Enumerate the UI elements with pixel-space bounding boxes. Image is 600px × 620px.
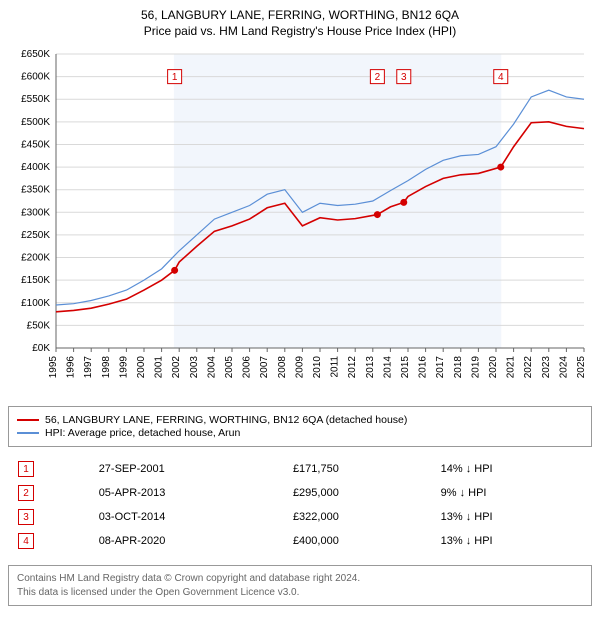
legend-label: 56, LANGBURY LANE, FERRING, WORTHING, BN… [45, 414, 407, 426]
svg-text:£550K: £550K [21, 94, 50, 105]
plot-area: £0K £50K £100K £150K £200K £250K £300K £350K £40… [8, 46, 592, 396]
sale-point-4 [497, 164, 504, 171]
sale-marker-number-2: 2 [375, 72, 381, 83]
sale-marker-cell: 4 [8, 529, 89, 553]
svg-text:£350K: £350K [21, 185, 50, 196]
svg-text:2009: 2009 [294, 356, 305, 379]
sale-marker-badge: 2 [18, 485, 34, 501]
svg-text:2010: 2010 [312, 356, 323, 379]
svg-text:2023: 2023 [541, 356, 552, 379]
svg-text:£500K: £500K [21, 117, 50, 128]
svg-text:2018: 2018 [453, 356, 464, 379]
table-row: 2 05-APR-2013£295,0009% ↓ HPI [8, 481, 592, 505]
legend-label: HPI: Average price, detached house, Arun [45, 427, 240, 439]
svg-text:2019: 2019 [470, 356, 481, 379]
table-row: 3 03-OCT-2014£322,00013% ↓ HPI [8, 505, 592, 529]
svg-text:2003: 2003 [189, 356, 200, 379]
svg-text:2012: 2012 [347, 356, 358, 379]
svg-text:2005: 2005 [224, 356, 235, 379]
sale-delta: 13% ↓ HPI [431, 505, 592, 529]
sale-marker-number-3: 3 [401, 72, 407, 83]
svg-text:2021: 2021 [506, 356, 517, 379]
sale-point-3 [400, 199, 407, 206]
sale-date: 03-OCT-2014 [89, 505, 283, 529]
sale-point-1 [171, 267, 178, 274]
title-block: 56, LANGBURY LANE, FERRING, WORTHING, BN… [8, 8, 592, 38]
sale-price: £400,000 [283, 529, 431, 553]
svg-text:1996: 1996 [66, 356, 77, 379]
svg-text:£100K: £100K [21, 298, 50, 309]
svg-text:2024: 2024 [558, 356, 569, 379]
line-chart-svg: £0K £50K £100K £150K £200K £250K £300K £350K £40… [8, 46, 592, 396]
svg-text:£250K: £250K [21, 230, 50, 241]
title-address: 56, LANGBURY LANE, FERRING, WORTHING, BN… [8, 8, 592, 22]
svg-text:£600K: £600K [21, 72, 50, 83]
svg-text:2020: 2020 [488, 356, 499, 379]
svg-text:2013: 2013 [365, 356, 376, 379]
sale-point-2 [374, 211, 381, 218]
sale-price: £295,000 [283, 481, 431, 505]
sale-delta: 9% ↓ HPI [431, 481, 592, 505]
title-subtitle: Price paid vs. HM Land Registry's House … [8, 24, 592, 38]
legend-item-1: HPI: Average price, detached house, Arun [17, 427, 583, 439]
sale-marker-cell: 2 [8, 481, 89, 505]
table-row: 4 08-APR-2020£400,00013% ↓ HPI [8, 529, 592, 553]
svg-text:1998: 1998 [101, 356, 112, 379]
svg-text:£50K: £50K [27, 320, 51, 331]
svg-text:1995: 1995 [48, 356, 59, 379]
legend-swatch [17, 419, 39, 421]
chart-container: 56, LANGBURY LANE, FERRING, WORTHING, BN… [8, 8, 592, 606]
svg-text:2006: 2006 [242, 356, 253, 379]
sale-marker-cell: 3 [8, 505, 89, 529]
svg-text:£150K: £150K [21, 275, 50, 286]
svg-text:2014: 2014 [382, 356, 393, 379]
attribution-footer: Contains HM Land Registry data © Crown c… [8, 565, 592, 606]
svg-text:£0K: £0K [32, 343, 50, 354]
svg-text:£400K: £400K [21, 162, 50, 173]
sale-marker-badge: 4 [18, 533, 34, 549]
sale-date: 05-APR-2013 [89, 481, 283, 505]
svg-text:£300K: £300K [21, 207, 50, 218]
sale-marker-number-4: 4 [498, 72, 504, 83]
svg-text:2004: 2004 [206, 356, 217, 379]
svg-text:2008: 2008 [277, 356, 288, 379]
sale-date: 08-APR-2020 [89, 529, 283, 553]
svg-text:£200K: £200K [21, 253, 50, 264]
sale-marker-badge: 3 [18, 509, 34, 525]
sale-delta: 13% ↓ HPI [431, 529, 592, 553]
svg-text:£450K: £450K [21, 139, 50, 150]
svg-text:2025: 2025 [576, 356, 587, 379]
svg-text:1997: 1997 [83, 356, 94, 379]
legend-swatch [17, 432, 39, 434]
sale-marker-cell: 1 [8, 457, 89, 481]
sale-date: 27-SEP-2001 [89, 457, 283, 481]
sale-marker-number-1: 1 [172, 72, 178, 83]
svg-text:£650K: £650K [21, 49, 50, 60]
sale-marker-badge: 1 [18, 461, 34, 477]
sale-delta: 14% ↓ HPI [431, 457, 592, 481]
sale-price: £171,750 [283, 457, 431, 481]
svg-text:2000: 2000 [136, 356, 147, 379]
svg-text:2016: 2016 [418, 356, 429, 379]
sales-table: 1 27-SEP-2001£171,75014% ↓ HPI 2 05-APR-201… [8, 457, 592, 553]
svg-text:2001: 2001 [154, 356, 165, 379]
table-row: 1 27-SEP-2001£171,75014% ↓ HPI [8, 457, 592, 481]
svg-text:2017: 2017 [435, 356, 446, 379]
svg-text:2002: 2002 [171, 356, 182, 379]
svg-text:2015: 2015 [400, 356, 411, 379]
svg-text:2022: 2022 [523, 356, 534, 379]
footer-line-2: This data is licensed under the Open Gov… [17, 586, 583, 600]
footer-line-1: Contains HM Land Registry data © Crown c… [17, 572, 583, 586]
svg-text:2011: 2011 [330, 356, 341, 378]
svg-text:2007: 2007 [259, 356, 270, 379]
legend-item-0: 56, LANGBURY LANE, FERRING, WORTHING, BN… [17, 414, 583, 426]
sale-price: £322,000 [283, 505, 431, 529]
legend: 56, LANGBURY LANE, FERRING, WORTHING, BN… [8, 406, 592, 447]
svg-text:1999: 1999 [118, 356, 129, 379]
